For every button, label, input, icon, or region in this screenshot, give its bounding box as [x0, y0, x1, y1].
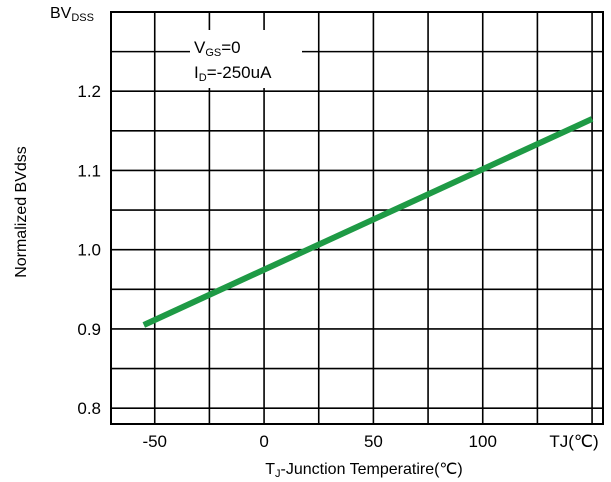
x-tick-labels: -50 0 50 100	[142, 432, 496, 451]
y-axis-title: Normalized BVdss	[13, 146, 30, 278]
y-tick-labels: 0.8 0.9 1.0 1.1 1.2	[77, 82, 101, 418]
x-tick-label: 50	[364, 432, 383, 451]
plot-frame	[111, 12, 603, 424]
x-unit-label: TJ(℃)	[549, 432, 598, 451]
y-tick-label: 0.8	[77, 399, 101, 418]
y-unit-label: BVDSS	[50, 5, 94, 24]
x-tick-label: 100	[469, 432, 497, 451]
y-tick-label: 1.2	[77, 82, 101, 101]
series-line	[144, 119, 592, 325]
annotation-id: ID=-250uA	[194, 63, 272, 84]
y-tick-label: 1.0	[77, 241, 101, 260]
series-group	[144, 119, 592, 325]
x-axis-title: TJ-Junction Temperatire(℃)	[265, 461, 462, 480]
y-tick-label: 0.9	[77, 320, 101, 339]
x-tick-label: -50	[142, 432, 167, 451]
y-tick-label: 1.1	[77, 161, 101, 180]
x-tick-label: 0	[259, 432, 268, 451]
grid	[111, 12, 603, 424]
